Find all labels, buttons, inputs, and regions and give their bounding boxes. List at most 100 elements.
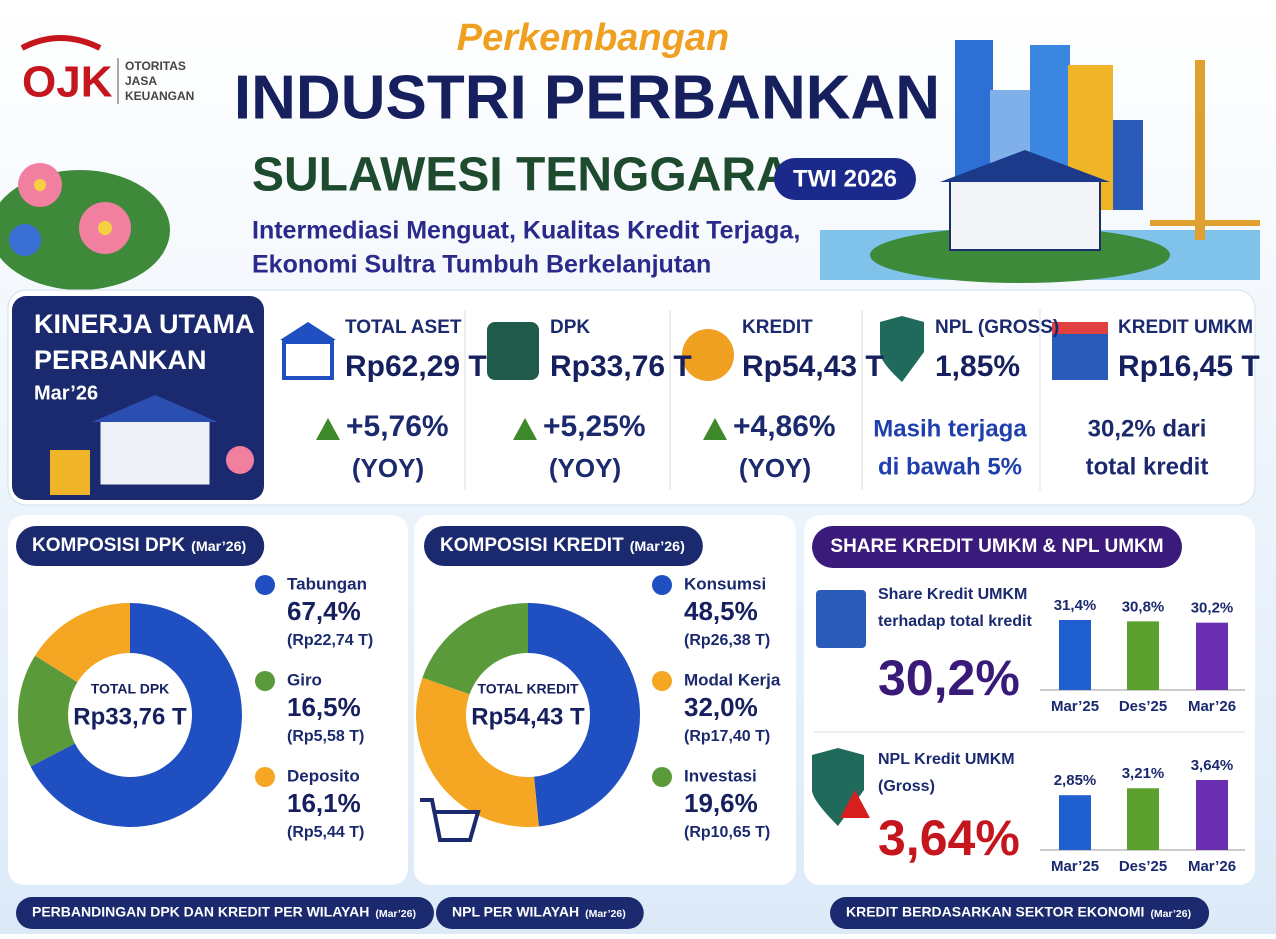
legend-value: 16,1% xyxy=(287,788,361,818)
legend-name: Konsumsi xyxy=(684,574,766,593)
warning-icon xyxy=(840,790,870,818)
bar-label: 3,64% xyxy=(1191,757,1234,774)
bar xyxy=(1059,795,1091,850)
kpi-label: KREDIT xyxy=(742,317,813,338)
center-label: TOTAL DPK xyxy=(91,681,170,697)
umkm-highlight: 30,2% xyxy=(878,650,1020,706)
shop-icon xyxy=(816,590,866,648)
bar-label: 30,8% xyxy=(1122,598,1165,615)
legend-name: Investasi xyxy=(684,766,757,785)
kicker: Perkembangan xyxy=(457,17,729,59)
center-value: Rp54,43 T xyxy=(471,703,585,730)
section-title: KOMPOSISI KREDIT xyxy=(440,535,624,556)
donut-segment xyxy=(528,603,641,827)
legend-name: Tabungan xyxy=(287,574,367,593)
kpi-label: KREDIT UMKM xyxy=(1118,317,1253,338)
section-period: (Mar’26) xyxy=(375,908,416,920)
section-title: PERBANDINGAN DPK DAN KREDIT PER WILAYAH xyxy=(32,904,369,920)
legend-amount: (Rp10,65 T) xyxy=(684,824,770,841)
logo: OJK OTORITAS JASA KEUANGAN xyxy=(20,35,194,107)
kpi-label: NPL (GROSS) xyxy=(935,317,1059,338)
logo-line: OTORITAS xyxy=(125,59,186,73)
kinerja-icons xyxy=(280,316,1108,382)
kpi-label: TOTAL ASET xyxy=(345,317,462,338)
kpi-value: 1,85% xyxy=(935,350,1020,383)
umkm-title: SHARE KREDIT UMKM & NPL UMKM xyxy=(830,536,1163,557)
legend-dot xyxy=(652,767,672,787)
flower-illustration xyxy=(0,163,170,290)
x-tick-label: Mar’25 xyxy=(1051,698,1099,715)
section-title-bg xyxy=(830,897,1210,929)
donut-segment xyxy=(35,603,130,683)
legend-value: 32,0% xyxy=(684,692,758,722)
section-period: (Mar’26) xyxy=(630,539,685,555)
legend-amount: (Rp5,58 T) xyxy=(287,728,364,745)
legend-name: Modal Kerja xyxy=(684,670,781,689)
donut-segment xyxy=(422,603,528,695)
kpi-value: Rp54,43 T xyxy=(742,350,884,383)
kpi-change: +5,76% xyxy=(346,410,449,443)
bar xyxy=(1196,622,1228,690)
legend-value: 48,5% xyxy=(684,596,758,626)
kpi-value: Rp62,29 T xyxy=(345,350,487,383)
kpi-value: Rp33,76 T xyxy=(550,350,692,383)
section-title: KOMPOSISI DPK xyxy=(32,535,185,556)
section-title-bg xyxy=(16,897,434,929)
legend-dot xyxy=(255,575,275,595)
up-arrow xyxy=(703,418,727,440)
donut-segment xyxy=(416,677,539,827)
donut-segment xyxy=(30,603,242,828)
sections: PERBANDINGAN DPK DAN KREDIT PER WILAYAH (… xyxy=(16,897,1210,929)
legend-value: 19,6% xyxy=(684,788,758,818)
cart-icon xyxy=(420,798,481,842)
up-arrow xyxy=(513,418,537,440)
umkm-charts: Share Kredit UMKM terhadap total kredit 30… xyxy=(878,586,1245,875)
legend-dot xyxy=(255,671,275,691)
legend-amount: (Rp17,40 T) xyxy=(684,728,770,745)
badge: TWI 2026 xyxy=(793,165,897,192)
section-title-bg xyxy=(424,526,703,566)
section-period: (Mar’26) xyxy=(191,539,246,555)
kinerja-title: PERBANKAN xyxy=(34,345,207,375)
kpi-note: total kredit xyxy=(1086,453,1209,480)
x-tick-label: Mar’26 xyxy=(1188,698,1236,715)
kpi-note: di bawah 5% xyxy=(878,453,1022,480)
kpi-change: +4,86% xyxy=(733,410,836,443)
subtitle: SULAWESI TENGGARA xyxy=(252,149,791,202)
section-title: KREDIT BERDASARKAN SEKTOR EKONOMI xyxy=(846,904,1144,920)
umkm-label: NPL Kredit UMKM xyxy=(878,751,1015,768)
donut-panels: KOMPOSISI DPK (Mar’26) Tabungan 67,4% (Rp22,… xyxy=(16,526,781,842)
kpi-note: Masih terjaga xyxy=(873,415,1027,442)
umkm-label: Share Kredit UMKM xyxy=(878,586,1027,603)
kpi-label: DPK xyxy=(550,317,590,338)
city-illustration xyxy=(820,40,1260,283)
umkm-label: terhadap total kredit xyxy=(878,613,1032,630)
umkm-highlight: 3,64% xyxy=(878,810,1020,866)
kinerja-illustration xyxy=(50,395,254,495)
legend-name: Deposito xyxy=(287,766,360,785)
legend-amount: (Rp26,38 T) xyxy=(684,632,770,649)
logo-line: KEUANGAN xyxy=(125,89,194,103)
section-title: NPL PER WILAYAH xyxy=(452,904,579,920)
center-value: Rp33,76 T xyxy=(73,703,187,730)
kpi-note: 30,2% dari xyxy=(1088,415,1207,442)
legend-value: 16,5% xyxy=(287,692,361,722)
legend-name: Giro xyxy=(287,670,322,689)
bar xyxy=(1127,788,1159,850)
legend-amount: (Rp22,74 T) xyxy=(287,632,373,649)
bar-label: 2,85% xyxy=(1054,772,1097,789)
section-title-bg xyxy=(436,897,644,929)
title: INDUSTRI PERBANKAN xyxy=(234,63,940,132)
section-period: (Mar’26) xyxy=(585,908,626,920)
donut-segment xyxy=(18,655,78,767)
legend-amount: (Rp5,44 T) xyxy=(287,824,364,841)
x-tick-label: Mar’25 xyxy=(1051,858,1099,875)
center-label: TOTAL KREDIT xyxy=(477,681,579,697)
umkm-label: (Gross) xyxy=(878,778,935,795)
kpi-change: +5,25% xyxy=(543,410,646,443)
legend-dot xyxy=(255,767,275,787)
legend-value: 67,4% xyxy=(287,596,361,626)
badge-bg xyxy=(774,158,916,200)
kpi-basis: (YOY) xyxy=(352,453,424,483)
